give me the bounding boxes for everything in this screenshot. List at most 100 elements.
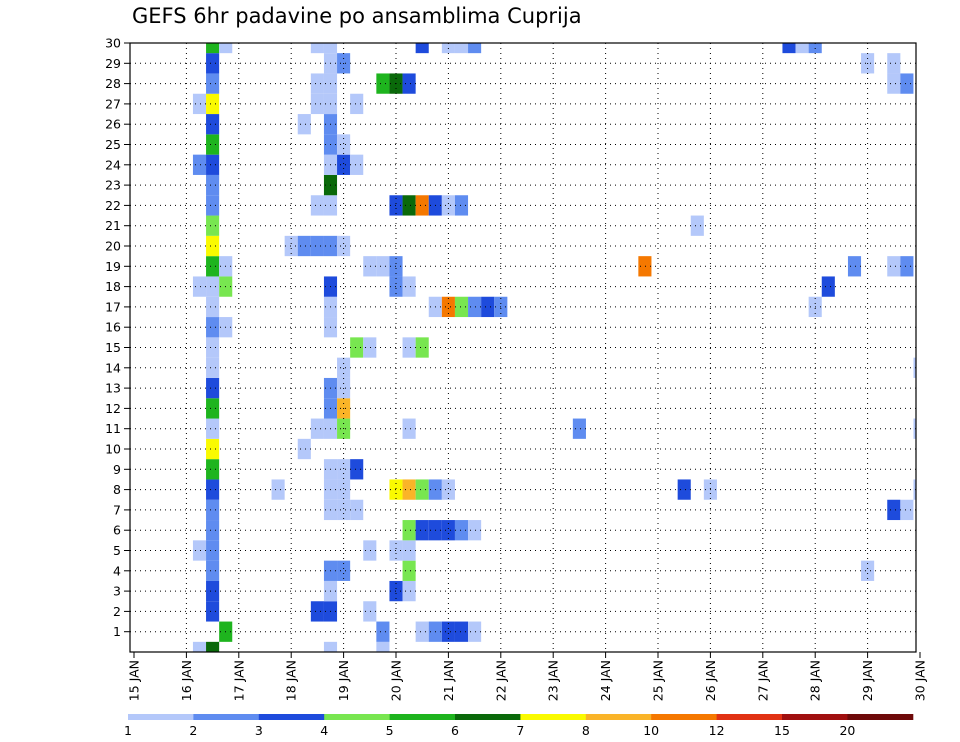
heatmap-cell (206, 520, 220, 541)
heatmap-cell (900, 73, 914, 94)
heatmap-cell (206, 134, 220, 155)
heatmap-cell (206, 256, 220, 277)
y-axis-ticks: 1234567891011121314151617181920212223242… (105, 36, 130, 639)
y-tick-label: 21 (105, 218, 121, 233)
legend-swatch (389, 714, 456, 720)
y-tick-label: 18 (105, 279, 121, 294)
heatmap-cell (337, 499, 351, 521)
heatmap-cell (363, 601, 377, 622)
heatmap-cell (192, 540, 207, 561)
x-tick-label: 21 JAN (441, 660, 456, 701)
y-tick-label: 11 (105, 421, 121, 436)
heatmap-cell (206, 479, 220, 500)
heatmap-cell (297, 114, 311, 135)
heatmap-cell (310, 73, 324, 94)
heatmap-cell (572, 418, 586, 439)
heatmap-cell (913, 479, 916, 500)
heatmap-cell (192, 276, 207, 297)
heatmap-cell (350, 93, 364, 115)
heatmap-cell (402, 540, 416, 561)
heatmap-cell (206, 317, 220, 338)
y-tick-label: 6 (113, 523, 121, 538)
heatmap-cell (782, 43, 796, 54)
heatmap-cell (219, 43, 233, 54)
heatmap-cell (350, 459, 364, 480)
heatmap-cell (363, 540, 377, 561)
heatmap-cell (441, 296, 455, 318)
legend-swatch (128, 714, 194, 720)
y-tick-label: 28 (105, 76, 121, 91)
legend-swatch (455, 714, 521, 720)
x-tick-label: 19 JAN (336, 660, 351, 701)
heatmap-cell (323, 43, 338, 54)
x-tick-label: 29 JAN (860, 660, 875, 701)
y-tick-label: 4 (113, 563, 121, 578)
heatmap-cell (206, 174, 220, 196)
heatmap-cell (206, 357, 220, 378)
heatmap-cell (337, 357, 351, 378)
legend-label: 3 (255, 723, 263, 738)
heatmap-cell (887, 73, 901, 94)
legend-label: 12 (709, 723, 725, 738)
heatmap-cell (887, 53, 901, 74)
heatmap-cell (415, 337, 429, 358)
legend-label: 5 (386, 723, 394, 738)
heatmap-cell (337, 479, 351, 500)
legend-label: 6 (451, 723, 459, 738)
y-tick-label: 5 (113, 543, 121, 558)
heatmap-cell (402, 479, 416, 500)
heatmap-cell (402, 418, 416, 439)
y-tick-label: 19 (105, 259, 121, 274)
heatmap-cell (297, 235, 311, 257)
heatmap-cell (454, 43, 469, 54)
x-tick-label: 17 JAN (231, 660, 246, 701)
y-tick-label: 10 (105, 442, 121, 457)
heatmap-cell (376, 256, 390, 277)
heatmap-cell (454, 621, 469, 642)
y-tick-label: 2 (113, 604, 121, 619)
heatmap-cell (454, 296, 469, 318)
x-tick-label: 18 JAN (284, 660, 299, 701)
heatmap-cell (284, 235, 298, 257)
heatmap-cell (192, 641, 207, 652)
x-tick-label: 25 JAN (651, 660, 666, 701)
y-tick-label: 30 (105, 36, 121, 51)
heatmap-cell (310, 43, 324, 54)
heatmap-cell (310, 93, 324, 115)
heatmap-cell (887, 256, 901, 277)
heatmap-cell (206, 276, 220, 297)
x-tick-label: 16 JAN (179, 660, 194, 701)
heatmap-cell (454, 195, 469, 216)
y-tick-label: 7 (113, 502, 121, 517)
heatmap-cell (206, 438, 220, 460)
heatmap-cell (415, 195, 429, 216)
legend-swatch (782, 714, 848, 720)
heatmap-cell (310, 195, 324, 216)
heatmap-cell (402, 337, 416, 358)
heatmap-cell (468, 296, 482, 318)
heatmap-cell (861, 560, 875, 581)
legend-label: 20 (839, 723, 855, 738)
heatmap-cell (402, 195, 416, 216)
heatmap-cell (310, 418, 324, 439)
y-tick-label: 16 (105, 320, 121, 335)
heatmap-cell (677, 479, 691, 500)
heatmap-cell (350, 337, 364, 358)
heatmap-cells (192, 43, 916, 652)
y-tick-label: 27 (105, 96, 121, 111)
heatmap-cell (310, 235, 324, 257)
x-tick-label: 28 JAN (808, 660, 823, 701)
heatmap-cell (821, 276, 835, 297)
heatmap-cell (402, 276, 416, 297)
y-tick-label: 14 (105, 360, 121, 375)
heatmap-cell (690, 215, 704, 236)
heatmap-cell (206, 93, 220, 115)
y-tick-label: 20 (105, 239, 121, 254)
heatmap-cell (337, 459, 351, 480)
heatmap-cell (206, 73, 220, 94)
heatmap-cell (323, 641, 338, 652)
heatmap-cell (415, 621, 429, 642)
y-tick-label: 13 (105, 381, 121, 396)
dotted-grid (130, 43, 916, 652)
legend-label: 1 (124, 723, 132, 738)
